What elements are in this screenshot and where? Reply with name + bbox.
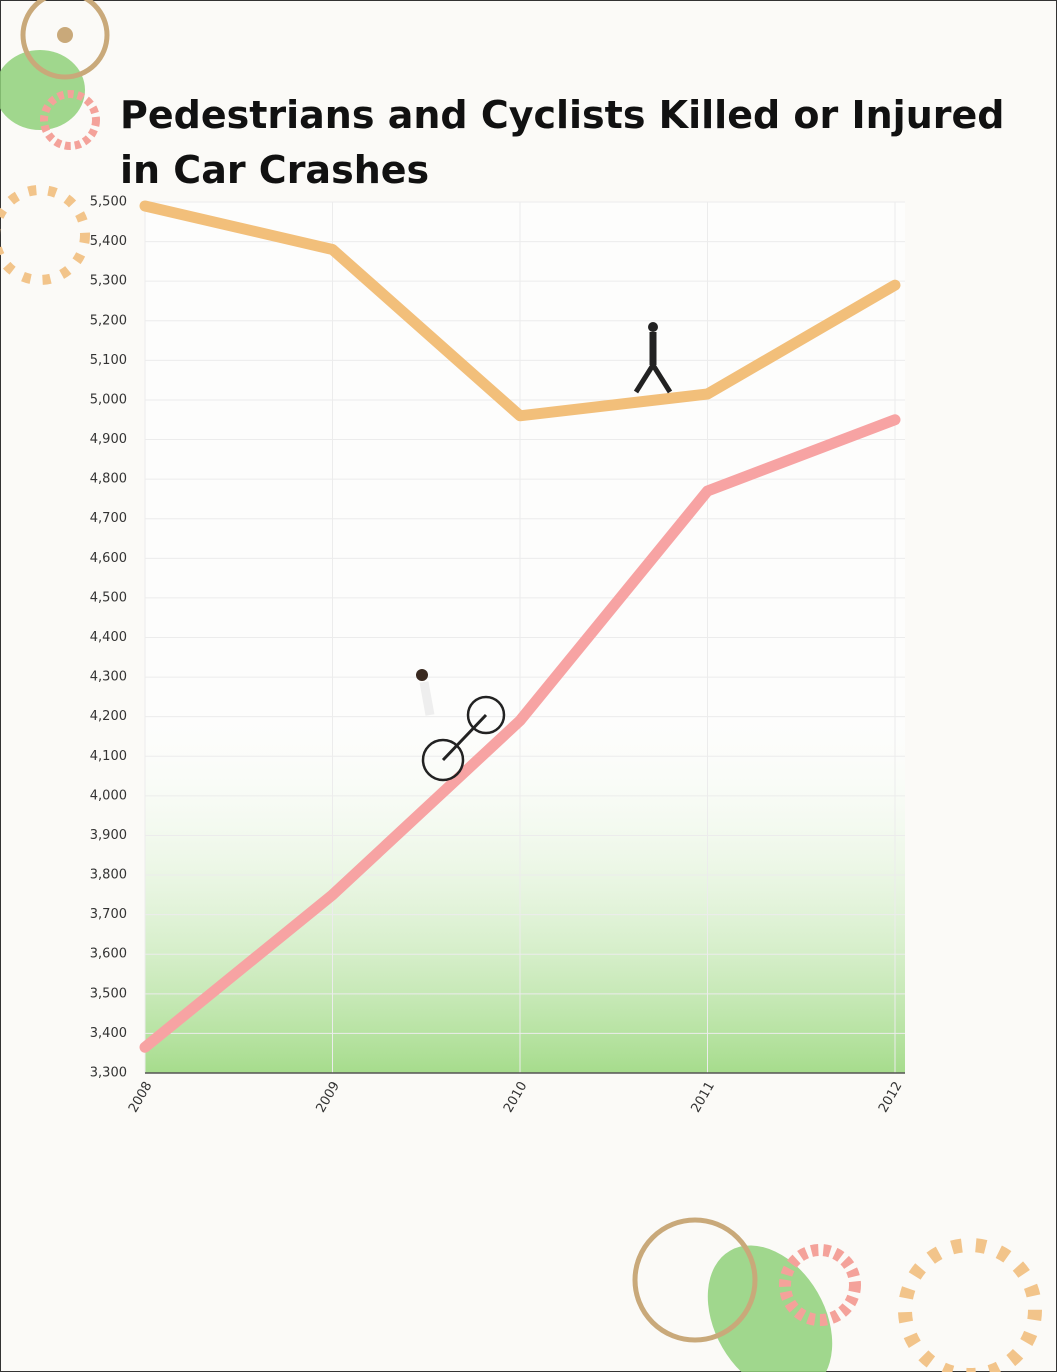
y-tick-label: 4,400 (90, 630, 127, 645)
plot-fill (145, 700, 905, 1073)
rider-head (416, 669, 428, 681)
y-tick-label: 4,600 (90, 551, 127, 566)
cyclist-icon (416, 669, 506, 782)
y-tick-label: 4,700 (90, 511, 127, 526)
rider-body (419, 681, 435, 716)
y-tick-label: 5,200 (90, 313, 127, 328)
y-tick-label: 4,000 (90, 788, 127, 803)
chart-title: in Car Crashes (120, 148, 429, 192)
y-tick-label: 5,100 (90, 353, 127, 368)
y-tick-label: 3,400 (90, 1026, 127, 1041)
y-tick-label: 3,800 (90, 868, 127, 883)
y-tick-label: 3,700 (90, 907, 127, 922)
y-tick-label: 3,300 (90, 1066, 127, 1081)
chart-title: Pedestrians and Cyclists Killed or Injur… (120, 93, 1004, 137)
y-tick-label: 4,100 (90, 749, 127, 764)
y-tick-label: 4,500 (90, 590, 127, 605)
bike-wheel (421, 738, 465, 782)
y-tick-label: 5,300 (90, 274, 127, 289)
y-tick-label: 5,500 (90, 195, 127, 210)
y-tick-label: 3,500 (90, 986, 127, 1001)
y-tick-label: 4,200 (90, 709, 127, 724)
y-tick-label: 5,400 (90, 234, 127, 249)
y-tick-label: 3,600 (90, 947, 127, 962)
y-tick-label: 4,900 (90, 432, 127, 447)
series-line (139, 414, 901, 1053)
series-line (139, 200, 901, 422)
pedestrian-icon (633, 322, 673, 394)
decoration-top-left (0, 0, 110, 285)
decoration-bottom-right (632, 1217, 1042, 1372)
bike-frame (441, 713, 488, 762)
y-tick-label: 3,900 (90, 828, 127, 843)
y-tick-label: 5,000 (90, 392, 127, 407)
y-tick-label: 4,800 (90, 472, 127, 487)
y-tick-label: 4,300 (90, 670, 127, 685)
pedestrian-head (648, 322, 658, 332)
pedestrian-leg (633, 363, 656, 394)
bike-wheel (466, 695, 506, 735)
pedestrian-leg (650, 363, 673, 394)
